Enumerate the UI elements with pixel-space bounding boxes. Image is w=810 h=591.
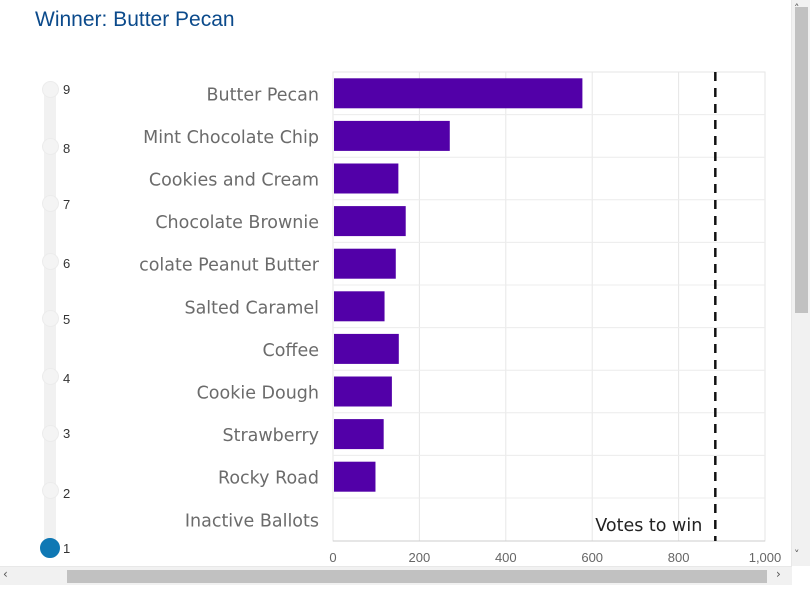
bar-2 [334, 163, 399, 194]
category-label-4: colate Peanut Butter [139, 256, 320, 276]
category-label-1: Mint Chocolate Chip [143, 128, 319, 148]
horizontal-scroll-thumb[interactable] [67, 570, 767, 583]
x-tick-label-4: 800 [668, 550, 690, 565]
category-label-2: Cookies and Cream [149, 171, 319, 191]
x-tick-label-3: 600 [581, 550, 603, 565]
category-label-3: Chocolate Brownie [155, 213, 319, 233]
slider-knob-3[interactable] [41, 424, 59, 442]
slider-knob-4[interactable] [41, 367, 59, 385]
bar-4 [334, 248, 396, 279]
chevron-down-icon[interactable]: ˅ [794, 548, 800, 561]
x-tick-label-0: 0 [329, 550, 336, 565]
category-label-10: Inactive Ballots [185, 511, 319, 531]
category-label-5: Salted Caramel [184, 298, 319, 318]
chevron-right-icon[interactable]: › [776, 567, 781, 581]
bar-9 [334, 461, 376, 492]
category-label-7: Cookie Dough [197, 384, 319, 404]
slider-label-5: 5 [63, 311, 71, 327]
chevron-left-icon[interactable]: ‹ [3, 567, 8, 581]
horizontal-scrollbar[interactable]: ‹ › [0, 566, 792, 585]
slider-label-1: 1 [63, 541, 71, 557]
slider-knob-6[interactable] [41, 252, 59, 270]
slider-label-2: 2 [63, 485, 71, 501]
slider-knob-1[interactable] [40, 538, 60, 559]
slider-label-7: 7 [63, 196, 71, 212]
bar-6 [334, 333, 399, 364]
bar-8 [334, 419, 384, 450]
bar-3 [334, 206, 406, 237]
slider-label-6: 6 [63, 256, 71, 272]
slider-label-3: 3 [63, 426, 71, 442]
vertical-scroll-thumb[interactable] [795, 7, 808, 313]
category-label-0: Butter Pecan [207, 85, 319, 105]
vertical-scrollbar[interactable]: ˄ ˅ [791, 0, 810, 566]
slider-knob-9[interactable] [41, 80, 59, 98]
votes-to-win-label: Votes to win [595, 516, 702, 536]
slider-label-8: 8 [63, 141, 71, 157]
slider-knob-7[interactable] [41, 195, 59, 213]
category-label-9: Rocky Road [218, 469, 319, 489]
slider-label-9: 9 [63, 82, 71, 97]
x-tick-label-5: 1,000 [749, 550, 782, 565]
category-label-6: Coffee [262, 341, 319, 361]
bar-0 [334, 78, 583, 109]
slider-knob-2[interactable] [41, 482, 59, 500]
bar-7 [334, 376, 392, 407]
bar-1 [334, 120, 450, 151]
slider-knob-5[interactable] [41, 310, 59, 328]
bar-chart: Butter Pecan Mint Chocolate Chip Cookies a… [139, 71, 782, 565]
slider-label-4: 4 [63, 371, 71, 386]
bar-5 [334, 291, 385, 322]
chart-title: Winner: Butter Pecan [35, 8, 235, 31]
category-label-8: Strawberry [222, 426, 319, 446]
x-tick-label-1: 200 [409, 550, 431, 565]
slider-knob-8[interactable] [41, 137, 59, 155]
x-tick-label-2: 400 [495, 550, 517, 565]
